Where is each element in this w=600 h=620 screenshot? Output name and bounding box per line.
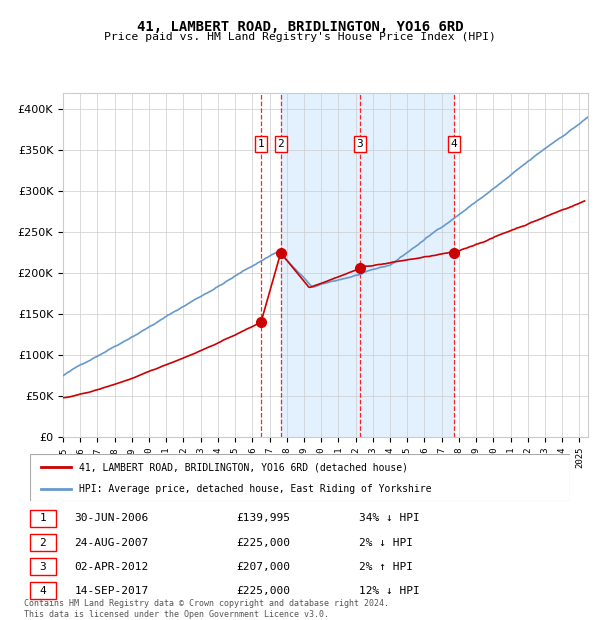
Text: 2: 2 — [277, 139, 284, 149]
Bar — [281, 93, 454, 437]
Text: 4: 4 — [451, 139, 457, 149]
Bar — [29, 534, 56, 551]
Text: Contains HM Land Registry data © Crown copyright and database right 2024.
This d: Contains HM Land Registry data © Crown c… — [24, 600, 389, 619]
Text: 41, LAMBERT ROAD, BRIDLINGTON, YO16 6RD: 41, LAMBERT ROAD, BRIDLINGTON, YO16 6RD — [137, 20, 463, 34]
Text: 12% ↓ HPI: 12% ↓ HPI — [359, 586, 419, 596]
Text: 3: 3 — [40, 562, 46, 572]
Text: £225,000: £225,000 — [236, 538, 290, 547]
Text: 24-AUG-2007: 24-AUG-2007 — [74, 538, 148, 547]
Text: 02-APR-2012: 02-APR-2012 — [74, 562, 148, 572]
Text: 34% ↓ HPI: 34% ↓ HPI — [359, 513, 419, 523]
Bar — [29, 582, 56, 599]
Text: 3: 3 — [356, 139, 364, 149]
Text: £225,000: £225,000 — [236, 586, 290, 596]
Text: 1: 1 — [257, 139, 265, 149]
Text: 4: 4 — [40, 586, 46, 596]
Text: 2% ↑ HPI: 2% ↑ HPI — [359, 562, 413, 572]
Text: 14-SEP-2017: 14-SEP-2017 — [74, 586, 148, 596]
Text: 1: 1 — [40, 513, 46, 523]
Text: 2% ↓ HPI: 2% ↓ HPI — [359, 538, 413, 547]
Text: 2: 2 — [40, 538, 46, 547]
Bar — [29, 510, 56, 526]
Text: 30-JUN-2006: 30-JUN-2006 — [74, 513, 148, 523]
Text: HPI: Average price, detached house, East Riding of Yorkshire: HPI: Average price, detached house, East… — [79, 484, 431, 494]
Text: £139,995: £139,995 — [236, 513, 290, 523]
Text: Price paid vs. HM Land Registry's House Price Index (HPI): Price paid vs. HM Land Registry's House … — [104, 32, 496, 42]
Text: 41, LAMBERT ROAD, BRIDLINGTON, YO16 6RD (detached house): 41, LAMBERT ROAD, BRIDLINGTON, YO16 6RD … — [79, 462, 407, 472]
Text: £207,000: £207,000 — [236, 562, 290, 572]
Bar — [29, 559, 56, 575]
